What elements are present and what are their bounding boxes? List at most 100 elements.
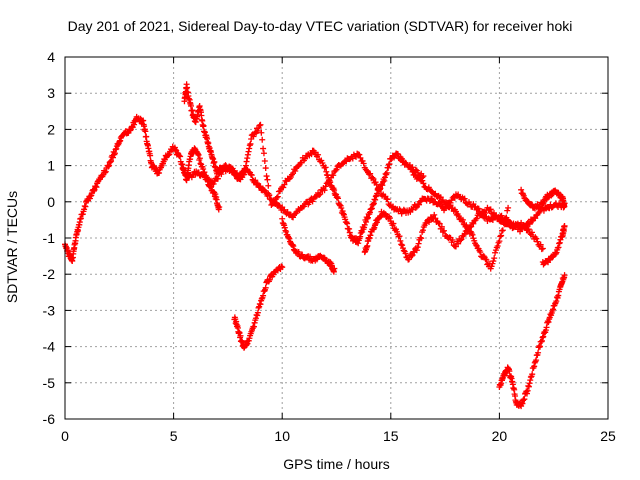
- data-point: [322, 183, 329, 190]
- data-point: [175, 152, 182, 159]
- data-point: [102, 168, 109, 175]
- tick-labels: 0 5 10 15 20 25 -6 -5 -4 -3 -2 -1 0 1 2 3 4: [43, 49, 616, 444]
- data-point: [561, 272, 568, 279]
- y-tick-label: 1: [47, 158, 55, 174]
- data-point: [383, 169, 390, 176]
- data-point: [463, 222, 470, 229]
- data-point: [525, 226, 532, 233]
- data-point: [537, 343, 544, 350]
- data-point: [251, 319, 258, 326]
- data-point: [329, 186, 336, 193]
- data-point: [538, 337, 545, 344]
- data-point: [498, 232, 505, 239]
- data-point: [214, 175, 221, 182]
- series-arc-2: [181, 81, 273, 199]
- data-point: [248, 172, 255, 179]
- data-point: [367, 232, 374, 239]
- data-point: [413, 247, 420, 254]
- data-point: [259, 136, 266, 143]
- data-point: [496, 238, 503, 245]
- data-point: [273, 194, 280, 201]
- data-point: [499, 227, 506, 234]
- data-point: [390, 220, 397, 227]
- data-point: [317, 191, 324, 198]
- data-point: [548, 192, 555, 199]
- data-point: [495, 214, 502, 221]
- data-point: [320, 254, 327, 261]
- data-point: [372, 196, 379, 203]
- data-point: [556, 239, 563, 246]
- data-point: [364, 215, 371, 222]
- data-point: [286, 235, 293, 242]
- data-point: [261, 288, 268, 295]
- data-point: [338, 204, 345, 211]
- series-arc-11: [539, 222, 568, 268]
- data-point: [417, 198, 424, 205]
- data-point: [504, 207, 511, 214]
- data-point: [379, 182, 386, 189]
- y-tick-label: -3: [43, 302, 56, 318]
- data-point: [107, 158, 114, 165]
- data-point: [498, 212, 505, 219]
- data-point: [536, 342, 543, 349]
- data-point: [263, 173, 270, 180]
- data-point: [533, 357, 540, 364]
- data-point: [482, 210, 489, 217]
- data-point: [264, 176, 271, 183]
- data-point: [257, 301, 264, 308]
- data-point: [540, 330, 547, 337]
- data-point: [555, 292, 562, 299]
- series-arc-1: [62, 113, 568, 264]
- data-point: [279, 215, 286, 222]
- data-point: [246, 335, 253, 342]
- series-arc-3: [179, 145, 223, 213]
- data-point: [374, 190, 381, 197]
- data-point: [412, 166, 419, 173]
- data-point: [408, 253, 415, 260]
- data-point: [196, 155, 203, 162]
- data-point: [532, 358, 539, 365]
- data-point: [279, 264, 286, 271]
- x-axis-label: GPS time / hours: [283, 456, 390, 472]
- data-point: [197, 160, 204, 167]
- data-point: [545, 319, 552, 326]
- data-point: [79, 211, 86, 218]
- data-point: [335, 195, 342, 202]
- data-point: [393, 228, 400, 235]
- data-point: [502, 215, 509, 222]
- y-tick-label: -6: [43, 411, 56, 427]
- data-point: [444, 199, 451, 206]
- data-point: [195, 151, 202, 158]
- data-point: [207, 183, 214, 190]
- data-point: [396, 233, 403, 240]
- data-point: [406, 256, 413, 263]
- y-tick-label: 3: [47, 85, 55, 101]
- data-point: [488, 263, 495, 270]
- data-point: [359, 228, 366, 235]
- y-tick-label: -2: [43, 266, 56, 282]
- data-point: [555, 190, 562, 197]
- data-point: [519, 400, 526, 407]
- data-point: [90, 188, 97, 195]
- data-point: [524, 387, 531, 394]
- data-point: [112, 146, 119, 153]
- data-point: [377, 185, 384, 192]
- data-point: [322, 164, 329, 171]
- data-point: [525, 383, 532, 390]
- data-point: [503, 214, 510, 221]
- data-point: [201, 169, 208, 176]
- data-point: [240, 170, 247, 177]
- data-point: [487, 206, 494, 213]
- data-point: [189, 107, 196, 114]
- data-point: [161, 156, 168, 163]
- data-point: [315, 151, 322, 158]
- data-point: [361, 221, 368, 228]
- data-point: [281, 224, 288, 231]
- data-point: [479, 212, 486, 219]
- data-point: [455, 240, 462, 247]
- data-point: [394, 151, 401, 158]
- data-point: [526, 221, 533, 228]
- data-point: [117, 137, 124, 144]
- data-point: [237, 332, 244, 339]
- data-point: [472, 241, 479, 248]
